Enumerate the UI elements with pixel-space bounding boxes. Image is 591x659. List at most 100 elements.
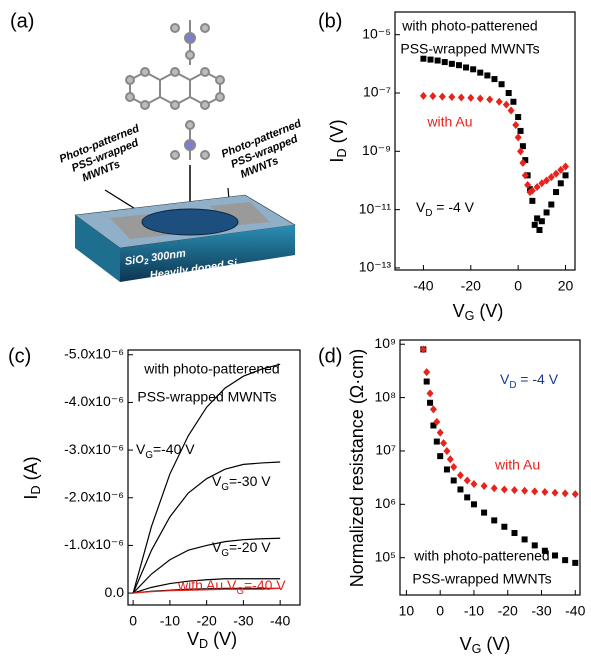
- point: [443, 466, 450, 473]
- point: [495, 97, 503, 106]
- point: [433, 438, 440, 445]
- point: [531, 221, 538, 228]
- point: [423, 378, 430, 385]
- x-tick-label: -20: [461, 278, 481, 294]
- x-tick-label: 0: [514, 278, 522, 294]
- point: [502, 100, 510, 109]
- point: [510, 98, 517, 105]
- point: [463, 64, 470, 71]
- point: [533, 182, 541, 191]
- x-tick-label: 10: [399, 603, 415, 619]
- point: [515, 114, 522, 121]
- point: [536, 227, 543, 234]
- point: [571, 490, 579, 499]
- panel-label: (a): [10, 10, 34, 32]
- point: [430, 422, 437, 429]
- y-tick-label: 10⁷: [375, 442, 396, 458]
- point: [538, 179, 546, 188]
- y-tick-label: 10⁻⁹: [362, 142, 391, 158]
- y-tick-label: -4.0x10⁻⁶: [64, 393, 124, 409]
- x-tick-label: -30: [531, 603, 551, 619]
- substrate-label: SiO2 300nm: [124, 247, 187, 269]
- point: [470, 480, 478, 489]
- point: [553, 189, 560, 196]
- annotation-part: =-40 V: [153, 441, 195, 457]
- point: [491, 517, 498, 524]
- x-axis-label-part: G: [465, 309, 475, 323]
- point: [543, 209, 550, 216]
- point: [436, 428, 444, 437]
- point: [507, 106, 515, 115]
- point: [522, 157, 529, 164]
- point: [441, 59, 448, 66]
- y-tick-label: -2.0x10⁻⁶: [64, 488, 124, 504]
- point: [531, 487, 539, 496]
- annotation: with Au: [426, 114, 472, 130]
- point: [521, 536, 528, 543]
- x-tick-label: -40: [565, 603, 585, 619]
- plot-frame: [394, 11, 576, 271]
- point: [477, 69, 484, 76]
- point: [427, 399, 434, 406]
- annotation-part: G: [145, 450, 153, 461]
- point: [562, 172, 569, 179]
- point: [528, 186, 536, 195]
- x-axis-label-part: V: [460, 634, 472, 654]
- molecule: [125, 20, 225, 160]
- channel: [141, 208, 239, 236]
- y-axis-label: Normalized resistance (Ω·cm): [347, 349, 367, 588]
- point: [448, 60, 455, 67]
- annotation: PSS-wrapped MWNTs: [412, 571, 551, 587]
- curve: [132, 578, 281, 594]
- point: [512, 120, 520, 129]
- point: [511, 530, 518, 537]
- x-tick-label: -20: [498, 603, 518, 619]
- annotation-part: V: [212, 473, 222, 489]
- annotation-part: D: [509, 380, 516, 391]
- annotation: PSS-wrapped MWNTs: [400, 41, 539, 57]
- annotation-part: with Au V: [177, 577, 237, 593]
- point: [514, 133, 522, 142]
- x-tick-label: -20: [197, 613, 217, 629]
- point: [438, 92, 446, 101]
- x-tick-label: 20: [558, 278, 574, 294]
- annotation-part: G: [221, 482, 229, 493]
- point: [529, 197, 536, 204]
- electrode-label: Photo-patternedPSS-wrappedMWNTs: [220, 117, 313, 184]
- point: [517, 127, 524, 134]
- plot-frame: [127, 349, 301, 606]
- x-axis-label: VD (V): [187, 629, 237, 652]
- y-axis-label-part: D: [335, 148, 349, 157]
- x-tick-label: 0: [129, 613, 137, 629]
- point: [446, 455, 454, 464]
- point: [429, 92, 437, 101]
- point: [521, 486, 529, 495]
- curve: [133, 587, 281, 594]
- annotation: with photo-patterened: [413, 548, 549, 564]
- point: [552, 552, 559, 559]
- point: [470, 66, 477, 73]
- x-axis-label: VG (V): [460, 634, 511, 657]
- point: [562, 557, 569, 564]
- curve: [132, 461, 281, 594]
- annotation-part: =-30 V: [229, 473, 271, 489]
- point: [543, 176, 551, 185]
- point: [524, 180, 532, 189]
- annotation: with photo-patterened: [143, 361, 279, 377]
- annotation: with photo-patterened: [401, 18, 537, 34]
- point: [510, 486, 518, 495]
- annotation-part: V: [500, 371, 510, 387]
- annotation-part: V: [136, 441, 146, 457]
- x-axis-label-part: V: [187, 629, 199, 649]
- y-axis-label-part: (A): [21, 456, 41, 485]
- y-tick-label: 10⁻⁷: [363, 84, 391, 100]
- point: [519, 143, 526, 150]
- point: [457, 486, 464, 493]
- x-tick-label: -40: [270, 613, 290, 629]
- x-axis-label-part: (V): [474, 301, 503, 321]
- point: [501, 523, 508, 530]
- x-tick-label: -10: [464, 603, 484, 619]
- point: [456, 471, 464, 480]
- annotation-part: =-20 V: [229, 539, 271, 555]
